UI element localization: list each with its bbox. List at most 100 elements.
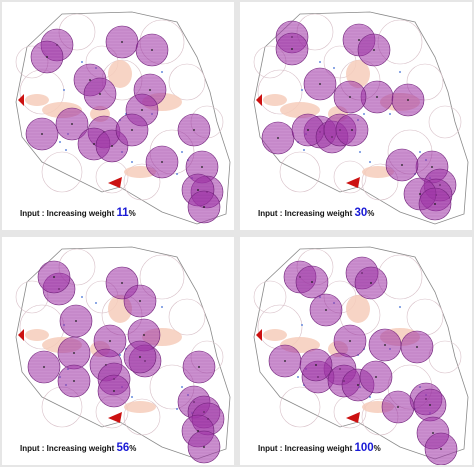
background-circle (361, 163, 399, 201)
free-space-blob (25, 94, 49, 106)
circle-center (315, 364, 317, 366)
circle-center (161, 161, 163, 163)
roadmap-node (65, 149, 67, 151)
circle-center (203, 206, 205, 208)
roadmap-node (319, 61, 321, 63)
roadmap-node (63, 89, 65, 91)
circle-center (141, 109, 143, 111)
circle-center (131, 129, 133, 131)
weight-value: 56 (116, 442, 130, 454)
circle-center (432, 432, 434, 434)
roadmap-node (303, 149, 305, 151)
start-marker (18, 94, 24, 106)
background-circle (406, 298, 444, 336)
circle-center (113, 390, 115, 392)
roadmap-node (301, 89, 303, 91)
circle-center (43, 366, 45, 368)
start-marker (18, 329, 24, 341)
roadmap-node (301, 324, 303, 326)
caption-prefix: Input : Increasing weight (20, 209, 117, 218)
circle-center (139, 300, 141, 302)
circle-center (193, 129, 195, 131)
circle-center (416, 346, 418, 348)
weight-unit: % (129, 444, 137, 453)
panel-100: Input : Increasing weight 100% (240, 237, 472, 465)
circle-center (201, 166, 203, 168)
circle-center (351, 129, 353, 131)
panel-caption: Input : Increasing weight 100% (258, 442, 381, 455)
caption-prefix: Input : Increasing weight (20, 444, 117, 453)
circle-center (429, 404, 431, 406)
free-space-blob (124, 401, 156, 413)
background-circle (279, 386, 321, 428)
roadmap-node (176, 408, 178, 410)
roadmap-node (399, 71, 401, 73)
goal-marker (346, 412, 360, 423)
roadmap-diagram (253, 11, 469, 225)
start-marker (256, 94, 262, 106)
circle-center (440, 448, 442, 450)
free-space-blob (362, 166, 394, 178)
circle-center (198, 366, 200, 368)
circle-center (291, 48, 293, 50)
roadmap-diagram (15, 11, 231, 225)
circle-center (419, 193, 421, 195)
circle-center (75, 320, 77, 322)
background-circle (41, 151, 83, 193)
circle-center (149, 89, 151, 91)
circle-center (311, 281, 313, 283)
roadmap-node (131, 396, 133, 398)
caption-prefix: Input : Increasing weight (258, 444, 355, 453)
circle-center (349, 340, 351, 342)
background-circle (428, 340, 462, 374)
roadmap-diagram (253, 246, 469, 465)
background-circle (168, 63, 206, 101)
circle-center (431, 166, 433, 168)
roadmap-node (131, 161, 133, 163)
background-circle (95, 160, 129, 194)
background-circle (333, 160, 367, 194)
circle-center (325, 309, 327, 311)
circle-center (73, 380, 75, 382)
region-outline (253, 11, 469, 225)
roadmap-node (161, 306, 163, 308)
circle-center (93, 143, 95, 145)
background-circle (253, 280, 287, 314)
circle-center (284, 360, 286, 362)
panel-caption: Input : Increasing weight 11% (20, 207, 136, 220)
weight-unit: % (367, 209, 375, 218)
circle-center (41, 133, 43, 135)
panel-caption: Input : Increasing weight 30% (258, 207, 375, 220)
circle-center (121, 282, 123, 284)
circle-center (121, 41, 123, 43)
circle-center (73, 352, 75, 354)
circle-center (307, 129, 309, 131)
weight-value: 30 (354, 207, 368, 219)
roadmap-node (81, 61, 83, 63)
circle-center (197, 430, 199, 432)
background-circle (257, 69, 303, 115)
roadmap-node (359, 151, 361, 153)
circle-center (375, 376, 377, 378)
circle-center (401, 164, 403, 166)
roadmap-node (389, 113, 391, 115)
roadmap-node (333, 67, 335, 69)
free-space-blob (263, 329, 287, 341)
circle-center (319, 83, 321, 85)
roadmap-node (399, 306, 401, 308)
roadmap-node (419, 151, 421, 153)
circle-center (143, 334, 145, 336)
circle-center (376, 96, 378, 98)
roadmap-node (161, 71, 163, 73)
goal-marker (108, 177, 122, 188)
roadmap-node (297, 376, 299, 378)
roadmap-node (176, 173, 178, 175)
panel-30: Input : Increasing weight 30% (240, 2, 472, 230)
circle-center (358, 39, 360, 41)
background-circle (168, 298, 206, 336)
region-outline (15, 11, 231, 225)
circle-center (139, 356, 141, 358)
circle-center (99, 93, 101, 95)
circle-center (357, 384, 359, 386)
roadmap-node (95, 302, 97, 304)
